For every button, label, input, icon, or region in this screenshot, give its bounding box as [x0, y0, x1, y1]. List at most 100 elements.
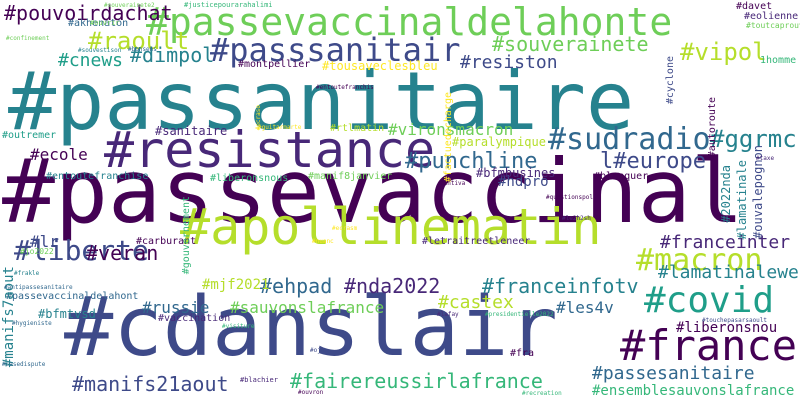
cloud-word: #ecrasm: [332, 225, 358, 232]
cloud-word: #hdpro: [498, 174, 549, 190]
cloud-word: #cdanslair: [64, 280, 558, 375]
cloud-word: #souverainete: [492, 32, 649, 56]
cloud-word: #souverainete2: [104, 2, 155, 9]
cloud-word: #gouvernement: [181, 196, 192, 275]
cloud-word: #ggrmc: [710, 125, 797, 153]
cloud-word: #manifs21aout: [72, 372, 229, 396]
cloud-word: #visiture: [222, 323, 255, 330]
cloud-word: #covid: [644, 280, 775, 321]
cloud-word: #passsanitair: [210, 31, 461, 69]
cloud-word: #passevaccinaldelahonte: [146, 0, 673, 44]
cloud-word: #nda2022: [344, 274, 441, 298]
cloud-word: #ensemblesauvonslafrance: [592, 383, 795, 399]
cloud-word: #apollinematin: [180, 198, 602, 256]
cloud-word: #fra: [510, 348, 535, 359]
cloud-word: #resistance: [104, 121, 436, 179]
cloud-word: #les4v: [556, 298, 614, 317]
cloud-word: #vipol: [680, 38, 767, 66]
cloud-word: #ouvrir: [90, 19, 120, 27]
cloud-word: #letraitreetleneer: [422, 236, 531, 247]
cloud-word: #lamatinale: [735, 160, 749, 240]
cloud-word: l#europe: [600, 149, 706, 174]
cloud-word: #eolienne: [744, 11, 799, 22]
cloud-word: #franceinfotv: [482, 274, 639, 298]
cloud-word: #vaccination: [158, 313, 231, 324]
cloud-word: #blanquer: [594, 171, 649, 182]
cloud-word: #passanitaire: [8, 55, 635, 148]
cloud-word: #mjf2021: [202, 277, 270, 293]
cloud-word: #confinement: [6, 35, 50, 42]
cloud-word: #liberonsnous: [210, 173, 289, 184]
cloud-word: #justicepourarahalimi: [184, 1, 273, 9]
cloud-word: #presidentielle2022: [485, 311, 554, 318]
cloud-word: #pouvoirdachat: [4, 1, 173, 25]
cloud-word: #blachier: [240, 376, 278, 384]
cloud-word: #jo2022: [20, 247, 54, 256]
cloud-word: #factuedecharge: [443, 92, 454, 183]
cloud-word: #montpellier: [238, 59, 311, 70]
cloud-word: #lr: [30, 232, 59, 251]
cloud-word: #le2h2sh: [562, 215, 591, 222]
cloud-word: #paralympique: [452, 135, 546, 149]
cloud-word: #bfmbusines: [476, 166, 556, 180]
cloud-word: #ecole: [30, 145, 88, 164]
cloud-word: #raoult: [88, 27, 190, 55]
cloud-word: #macron: [636, 243, 763, 278]
cloud-word: #rtlmatin: [330, 123, 385, 134]
cloud-word: #casedispute: [2, 361, 46, 368]
cloud-word: #cyclone: [665, 56, 676, 105]
cloud-word: #bfmtvsd: [38, 307, 96, 321]
cloud-word: #bonsens: [128, 46, 157, 53]
cloud-word: #cnews: [58, 50, 124, 71]
cloud-word: #liberte: [14, 234, 149, 267]
cloud-word: #autoroute: [707, 97, 718, 158]
cloud-word: #manif8janvier: [308, 171, 393, 182]
cloud-word: #recreation: [522, 390, 562, 397]
cloud-word: #liberonsnou: [676, 320, 778, 336]
cloud-word: #sanitaire: [155, 124, 228, 138]
cloud-word: #hygieniste: [12, 320, 52, 327]
cloud-word: #frakle: [14, 270, 40, 277]
cloud-word: #antiva: [440, 180, 466, 187]
cloud-word: #outremer: [2, 130, 57, 141]
cloud-word: #toutcaprouva: [746, 21, 800, 30]
cloud-word: #manifs7aout: [1, 266, 17, 368]
cloud-word: #russie: [142, 298, 210, 317]
cloud-word: #dimpol: [130, 43, 215, 67]
cloud-word: #entoutefranchise: [46, 171, 149, 182]
cloud-word: #castex: [438, 292, 514, 313]
cloud-word: #passesanitaire: [592, 363, 755, 384]
cloud-word: #resiston: [460, 52, 558, 73]
cloud-word: #souvestison: [78, 47, 122, 54]
cloud-word: #franceinter: [660, 232, 791, 253]
cloud-word: #akhenaton: [68, 18, 129, 29]
cloud-word: #entoutefranchis: [316, 84, 374, 91]
cloud-word: 1homme: [760, 55, 797, 66]
cloud-word: #guitarmarte: [258, 124, 302, 131]
cloud-word: #antipassesanitaire: [4, 284, 73, 291]
cloud-word: #touchepasarsaoult: [702, 317, 768, 324]
cloud-word: #ouvron: [298, 389, 324, 396]
cloud-word: #sudradio: [548, 122, 711, 157]
cloud-word: #ojue: [310, 347, 329, 354]
cloud-word: #veran: [86, 241, 159, 265]
cloud-word: #fairereussirlafrance: [290, 369, 543, 393]
cloud-word: #ecraso: [255, 105, 262, 131]
cloud-word: #nuanc: [312, 238, 334, 245]
cloud-word: #france: [620, 321, 798, 370]
cloud-word: #davet: [736, 1, 773, 12]
cloud-word: #punchline: [405, 149, 538, 174]
cloud-word: #tousaveclesbleu: [322, 59, 438, 73]
cloud-word: #passevaccinaldelahont: [6, 291, 139, 302]
cloud-word: #taxe: [756, 155, 775, 162]
cloud-word: #ehpad: [260, 274, 333, 298]
cloud-word: #2022nda: [719, 165, 733, 223]
cloud-word: #lamatinalewe: [658, 262, 799, 283]
cloud-word: #sauvonslafrance: [230, 298, 385, 317]
cloud-word: #vironsmacron: [388, 120, 514, 139]
cloud-word: #carburant: [136, 236, 197, 247]
cloud-word: #lafay: [437, 311, 459, 318]
cloud-word: #questionspol: [546, 194, 593, 201]
cloud-word: #passevaccinal: [2, 140, 744, 243]
